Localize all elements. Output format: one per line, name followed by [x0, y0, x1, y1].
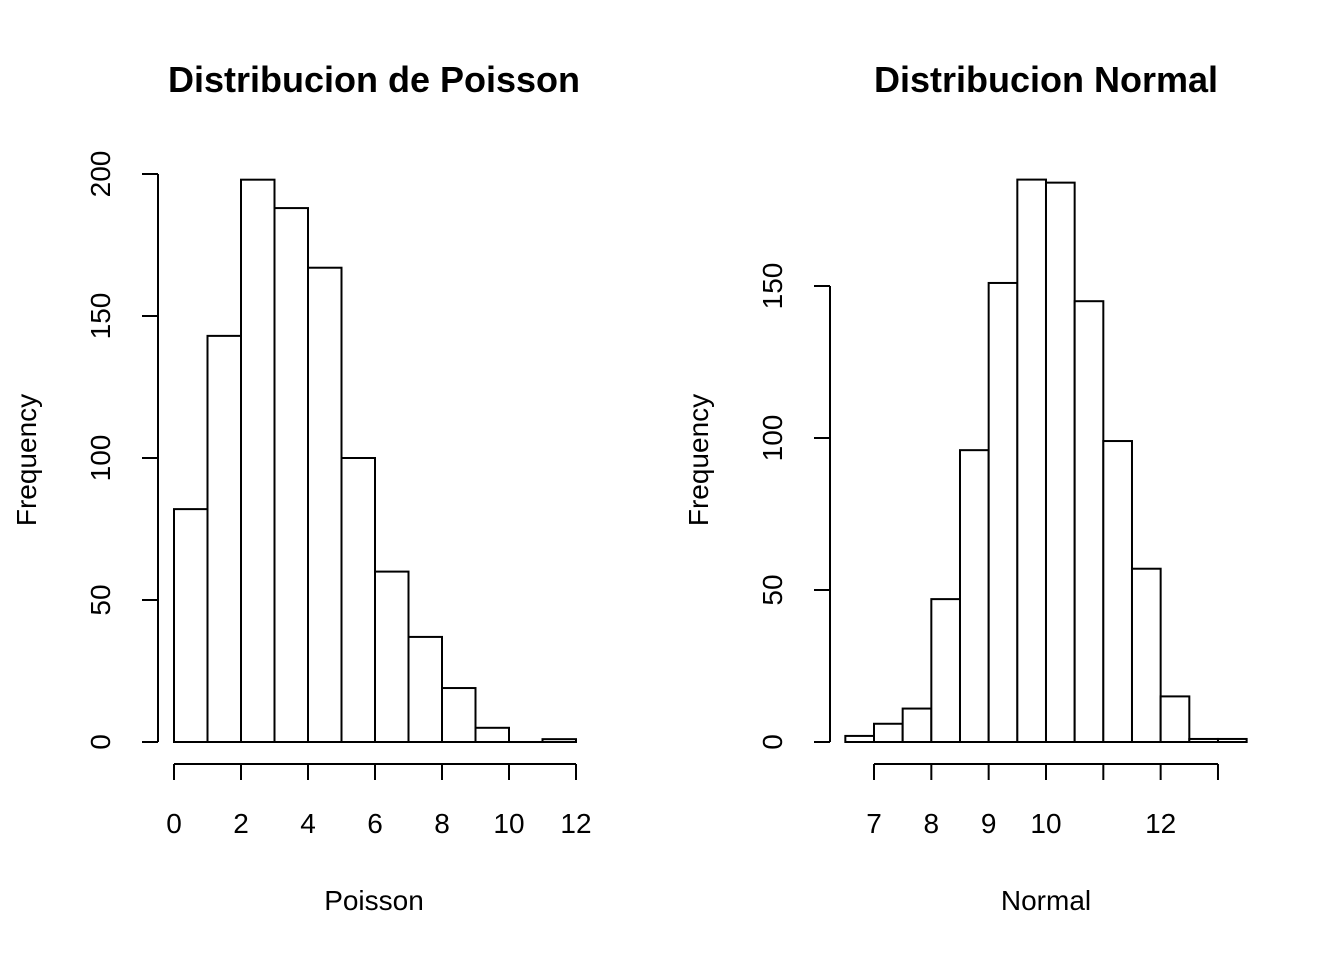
histogram-bar [1216, 737, 1248, 744]
histogram-bar [873, 722, 904, 744]
y-tick-label: 150 [757, 263, 788, 310]
x-tick-label: 4 [300, 808, 316, 839]
chart-title: Distribucion de Poisson [168, 59, 580, 100]
y-tick-label: 50 [757, 574, 788, 605]
normal-histogram-panel: Distribucion Normal Normal Frequency 7 8 9… [683, 59, 1248, 916]
histogram-bar [1073, 300, 1105, 743]
histogram-bar [240, 178, 276, 743]
x-tick-label: 7 [866, 808, 882, 839]
histogram-bar [1044, 181, 1076, 743]
bars [844, 178, 1248, 744]
x-axis-label: Poisson [324, 885, 424, 916]
histogram-bar [206, 334, 242, 743]
y-tick-label: 50 [85, 584, 116, 615]
y-tick-label: 100 [85, 435, 116, 482]
histogram-bar [930, 598, 961, 743]
histogram-bar [1130, 567, 1162, 743]
y-tick-label: 100 [757, 415, 788, 462]
bars [173, 178, 577, 744]
x-tick-label: 8 [434, 808, 450, 839]
y-tick-label: 150 [85, 293, 116, 340]
x-tick-label: 10 [493, 808, 524, 839]
x-tick-label: 12 [560, 808, 591, 839]
histogram-bar [441, 687, 477, 743]
poisson-histogram-panel: Distribucion de Poisson Poisson Frequenc… [11, 59, 592, 916]
histogram-bar [340, 457, 376, 743]
histogram-bar [307, 266, 343, 743]
y-tick-label: 0 [757, 734, 788, 750]
histogram-bar [987, 281, 1019, 743]
x-axis-label: Normal [1001, 885, 1091, 916]
x-tick-label: 12 [1145, 808, 1176, 839]
x-tick-label: 10 [1030, 808, 1061, 839]
x-tick-label: 8 [924, 808, 940, 839]
histogram-bar [474, 726, 510, 743]
x-tick-label: 6 [367, 808, 383, 839]
histogram-bar [844, 734, 876, 743]
histogram-bar [1102, 440, 1133, 743]
histogram-bar [1016, 178, 1047, 744]
histogram-bar [958, 449, 990, 743]
x-axis: 0 2 4 6 8 10 12 [166, 763, 592, 839]
y-tick-label: 200 [85, 151, 116, 198]
x-axis: 7 8 9 10 12 [866, 763, 1219, 839]
x-tick-label: 9 [981, 808, 997, 839]
y-tick-label: 0 [85, 734, 116, 750]
x-tick-label: 0 [166, 808, 182, 839]
histogram-bar [374, 570, 410, 743]
x-tick-label: 2 [233, 808, 249, 839]
histogram-bar [1159, 695, 1191, 744]
y-axis-label: Frequency [683, 394, 714, 526]
histogram-bar [273, 207, 309, 743]
y-axis: 0 50 100 150 [757, 263, 831, 750]
histogram-bar [901, 707, 933, 743]
histogram-bar [1188, 737, 1219, 744]
y-axis: 0 50 100 150 200 [85, 151, 159, 750]
histogram-bar [173, 508, 209, 743]
histogram-bar [541, 738, 577, 743]
chart-title: Distribucion Normal [874, 59, 1218, 100]
histogram-bar [407, 635, 443, 743]
y-axis-label: Frequency [11, 394, 42, 526]
